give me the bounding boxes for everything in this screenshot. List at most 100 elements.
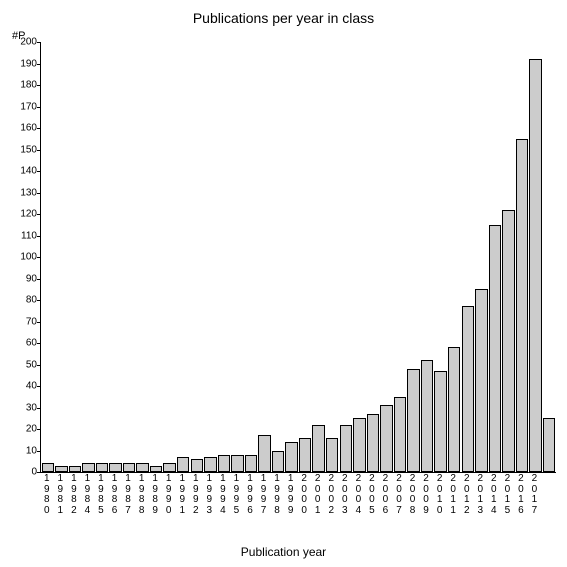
bar-slot: [285, 42, 299, 472]
y-tick-label: 190: [7, 58, 41, 69]
x-tick-label: 2010: [433, 474, 447, 516]
x-tick-label: 2005: [365, 474, 379, 516]
bar: [109, 463, 121, 472]
x-tick-label: 2013: [474, 474, 488, 516]
y-tick-mark: [37, 214, 41, 215]
bar-slot: [339, 42, 353, 472]
x-tick-label: 2017: [528, 474, 542, 516]
bar: [434, 371, 446, 472]
bar: [245, 455, 257, 472]
x-tick-label: 1984: [81, 474, 95, 516]
bar-slot: [515, 42, 529, 472]
x-tick-label: 2014: [487, 474, 501, 516]
bar: [353, 418, 365, 472]
bar-slot: [41, 42, 55, 472]
bar: [204, 457, 216, 472]
x-tick-label: 1981: [54, 474, 68, 516]
x-tick-label: 1987: [121, 474, 135, 516]
x-tick-label: 1995: [230, 474, 244, 516]
x-tick-label: 2007: [392, 474, 406, 516]
x-tick-label: 2006: [379, 474, 393, 516]
bar: [529, 59, 541, 472]
y-tick-label: 90: [7, 273, 41, 284]
x-tick-label: 1994: [216, 474, 230, 516]
bar: [421, 360, 433, 472]
bar-slot: [475, 42, 489, 472]
y-tick-mark: [37, 42, 41, 43]
y-tick-mark: [37, 279, 41, 280]
bar: [312, 425, 324, 472]
x-tick-label: 1993: [203, 474, 217, 516]
x-tick-label: 1991: [175, 474, 189, 516]
y-tick-label: 120: [7, 209, 41, 220]
y-tick-mark: [37, 128, 41, 129]
bar-slot: [149, 42, 163, 472]
bar-slot: [55, 42, 69, 472]
x-tick-label: 2015: [501, 474, 515, 516]
bar: [55, 466, 67, 472]
bar: [475, 289, 487, 472]
y-tick-label: 10: [7, 445, 41, 456]
y-tick-label: 70: [7, 316, 41, 327]
bar: [299, 438, 311, 472]
bar-slot: [312, 42, 326, 472]
bar: [150, 466, 162, 472]
bar: [340, 425, 352, 472]
x-tick-label: 1980: [40, 474, 54, 516]
x-tick-label: 2003: [338, 474, 352, 516]
bar-slot: [393, 42, 407, 472]
x-tick-label: 1992: [189, 474, 203, 516]
plot-area: 0102030405060708090100110120130140150160…: [40, 42, 556, 473]
bar: [123, 463, 135, 472]
y-tick-label: 40: [7, 381, 41, 392]
bar: [136, 463, 148, 472]
chart-container: Publications per year in class #P 010203…: [0, 0, 567, 567]
y-tick-label: 180: [7, 80, 41, 91]
bar: [380, 405, 392, 472]
bar: [163, 463, 175, 472]
x-axis-title: Publication year: [0, 545, 567, 559]
y-tick-mark: [37, 300, 41, 301]
bar-slot: [122, 42, 136, 472]
x-tick-label: 1986: [108, 474, 122, 516]
y-tick-mark: [37, 64, 41, 65]
bar-slot: [217, 42, 231, 472]
bar: [42, 463, 54, 472]
bar: [502, 210, 514, 472]
x-tick-label: 1999: [284, 474, 298, 516]
x-tick-label: 2001: [311, 474, 325, 516]
bar: [272, 451, 284, 473]
bar-slot: [447, 42, 461, 472]
bar-slot: [407, 42, 421, 472]
y-tick-label: 20: [7, 424, 41, 435]
bar-slot: [542, 42, 556, 472]
bar: [218, 455, 230, 472]
x-axis-labels: 1980198119821984198519861987198819891990…: [40, 474, 555, 516]
bar: [96, 463, 108, 472]
y-tick-mark: [37, 343, 41, 344]
x-tick-label: 1988: [135, 474, 149, 516]
bar: [69, 466, 81, 472]
bar: [516, 139, 528, 472]
bar-slot: [420, 42, 434, 472]
y-tick-mark: [37, 451, 41, 452]
bar-slot: [204, 42, 218, 472]
bar-slot: [190, 42, 204, 472]
x-tick-label: 2008: [406, 474, 420, 516]
x-tick-label: 1998: [270, 474, 284, 516]
x-tick-label: 2000: [297, 474, 311, 516]
y-tick-label: 100: [7, 252, 41, 263]
bar-slot: [488, 42, 502, 472]
bar: [191, 459, 203, 472]
y-tick-mark: [37, 236, 41, 237]
bar-slot: [244, 42, 258, 472]
bar-slot: [258, 42, 272, 472]
y-tick-mark: [37, 408, 41, 409]
x-tick-label: 1997: [257, 474, 271, 516]
x-tick-label: 1985: [94, 474, 108, 516]
bar-slot: [461, 42, 475, 472]
x-tick-label: 1996: [243, 474, 257, 516]
x-tick-label: 2011: [446, 474, 460, 516]
bar-slot: [380, 42, 394, 472]
bar-slot: [82, 42, 96, 472]
